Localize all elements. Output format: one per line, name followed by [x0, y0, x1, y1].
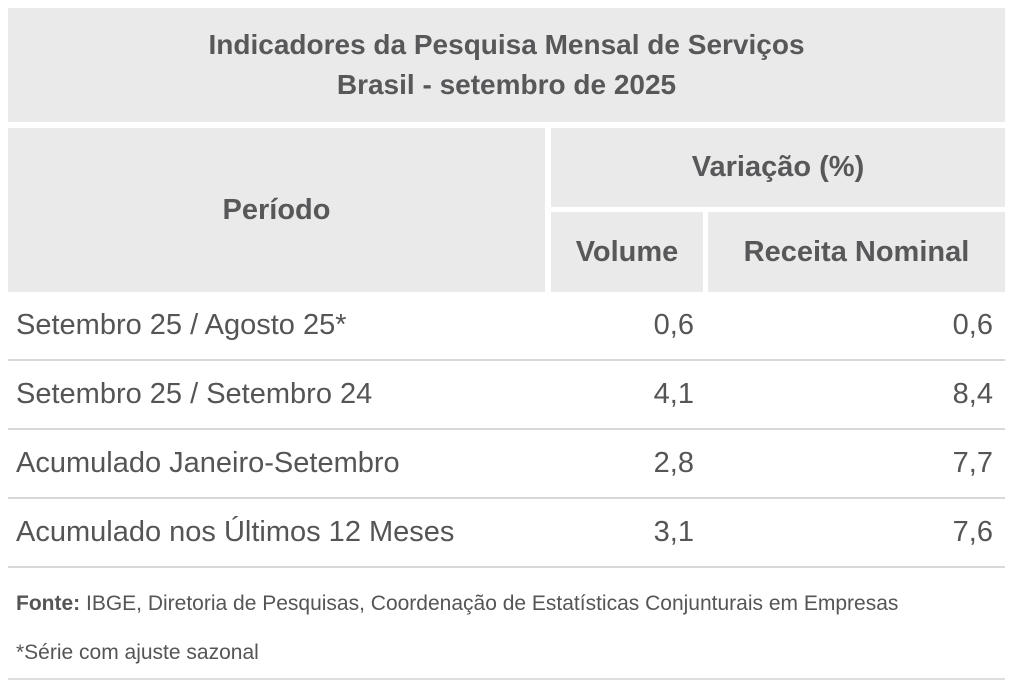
receita-value: 8,4: [952, 378, 993, 410]
column-header-periodo: Período: [8, 128, 545, 292]
volume-value: 4,1: [653, 378, 694, 410]
indicators-table: Indicadores da Pesquisa Mensal de Serviç…: [8, 8, 1005, 680]
receita-value: 7,6: [952, 516, 993, 548]
period-cell: Setembro 25 / Setembro 24: [16, 378, 373, 410]
volume-value: 0,6: [653, 309, 694, 341]
volume-value: 2,8: [653, 447, 694, 479]
table-footer: Fonte: IBGE, Diretoria de Pesquisas, Coo…: [8, 568, 1005, 680]
table-row: Setembro 25 / Agosto 25* 0,6 0,6: [8, 292, 1005, 361]
column-header-variacao: Variação (%): [551, 128, 1005, 207]
receita-value: 0,6: [952, 309, 993, 341]
source-note: Fonte: IBGE, Diretoria de Pesquisas, Coo…: [16, 592, 1005, 616]
column-header-volume: Volume: [551, 212, 703, 292]
source-text: IBGE, Diretoria de Pesquisas, Coordenaçã…: [80, 592, 899, 615]
table-row: Setembro 25 / Setembro 24 4,1 8,4: [8, 361, 1005, 430]
period-cell: Setembro 25 / Agosto 25*: [16, 309, 347, 341]
table-header: Período Variação (%) Volume Receita Nomi…: [8, 128, 1005, 292]
table-row: Acumulado nos Últimos 12 Meses 3,1 7,6: [8, 499, 1005, 568]
table-title-line1: Indicadores da Pesquisa Mensal de Serviç…: [208, 29, 805, 60]
table-title: Indicadores da Pesquisa Mensal de Serviç…: [8, 8, 1005, 122]
table-row: Acumulado Janeiro-Setembro 2,8 7,7: [8, 430, 1005, 499]
period-cell: Acumulado nos Últimos 12 Meses: [16, 516, 455, 548]
table-title-line2: Brasil - setembro de 2025: [336, 69, 677, 100]
variation-header-group: Variação (%) Volume Receita Nominal: [551, 128, 1005, 292]
variation-subcolumns: Volume Receita Nominal: [551, 212, 1005, 292]
volume-value: 3,1: [653, 516, 694, 548]
receita-value: 7,7: [952, 447, 993, 479]
column-header-receita-nominal: Receita Nominal: [708, 212, 1005, 292]
period-cell: Acumulado Janeiro-Setembro: [16, 447, 400, 479]
source-label: Fonte:: [16, 592, 81, 615]
seasonal-adjustment-note: *Série com ajuste sazonal: [16, 641, 259, 664]
